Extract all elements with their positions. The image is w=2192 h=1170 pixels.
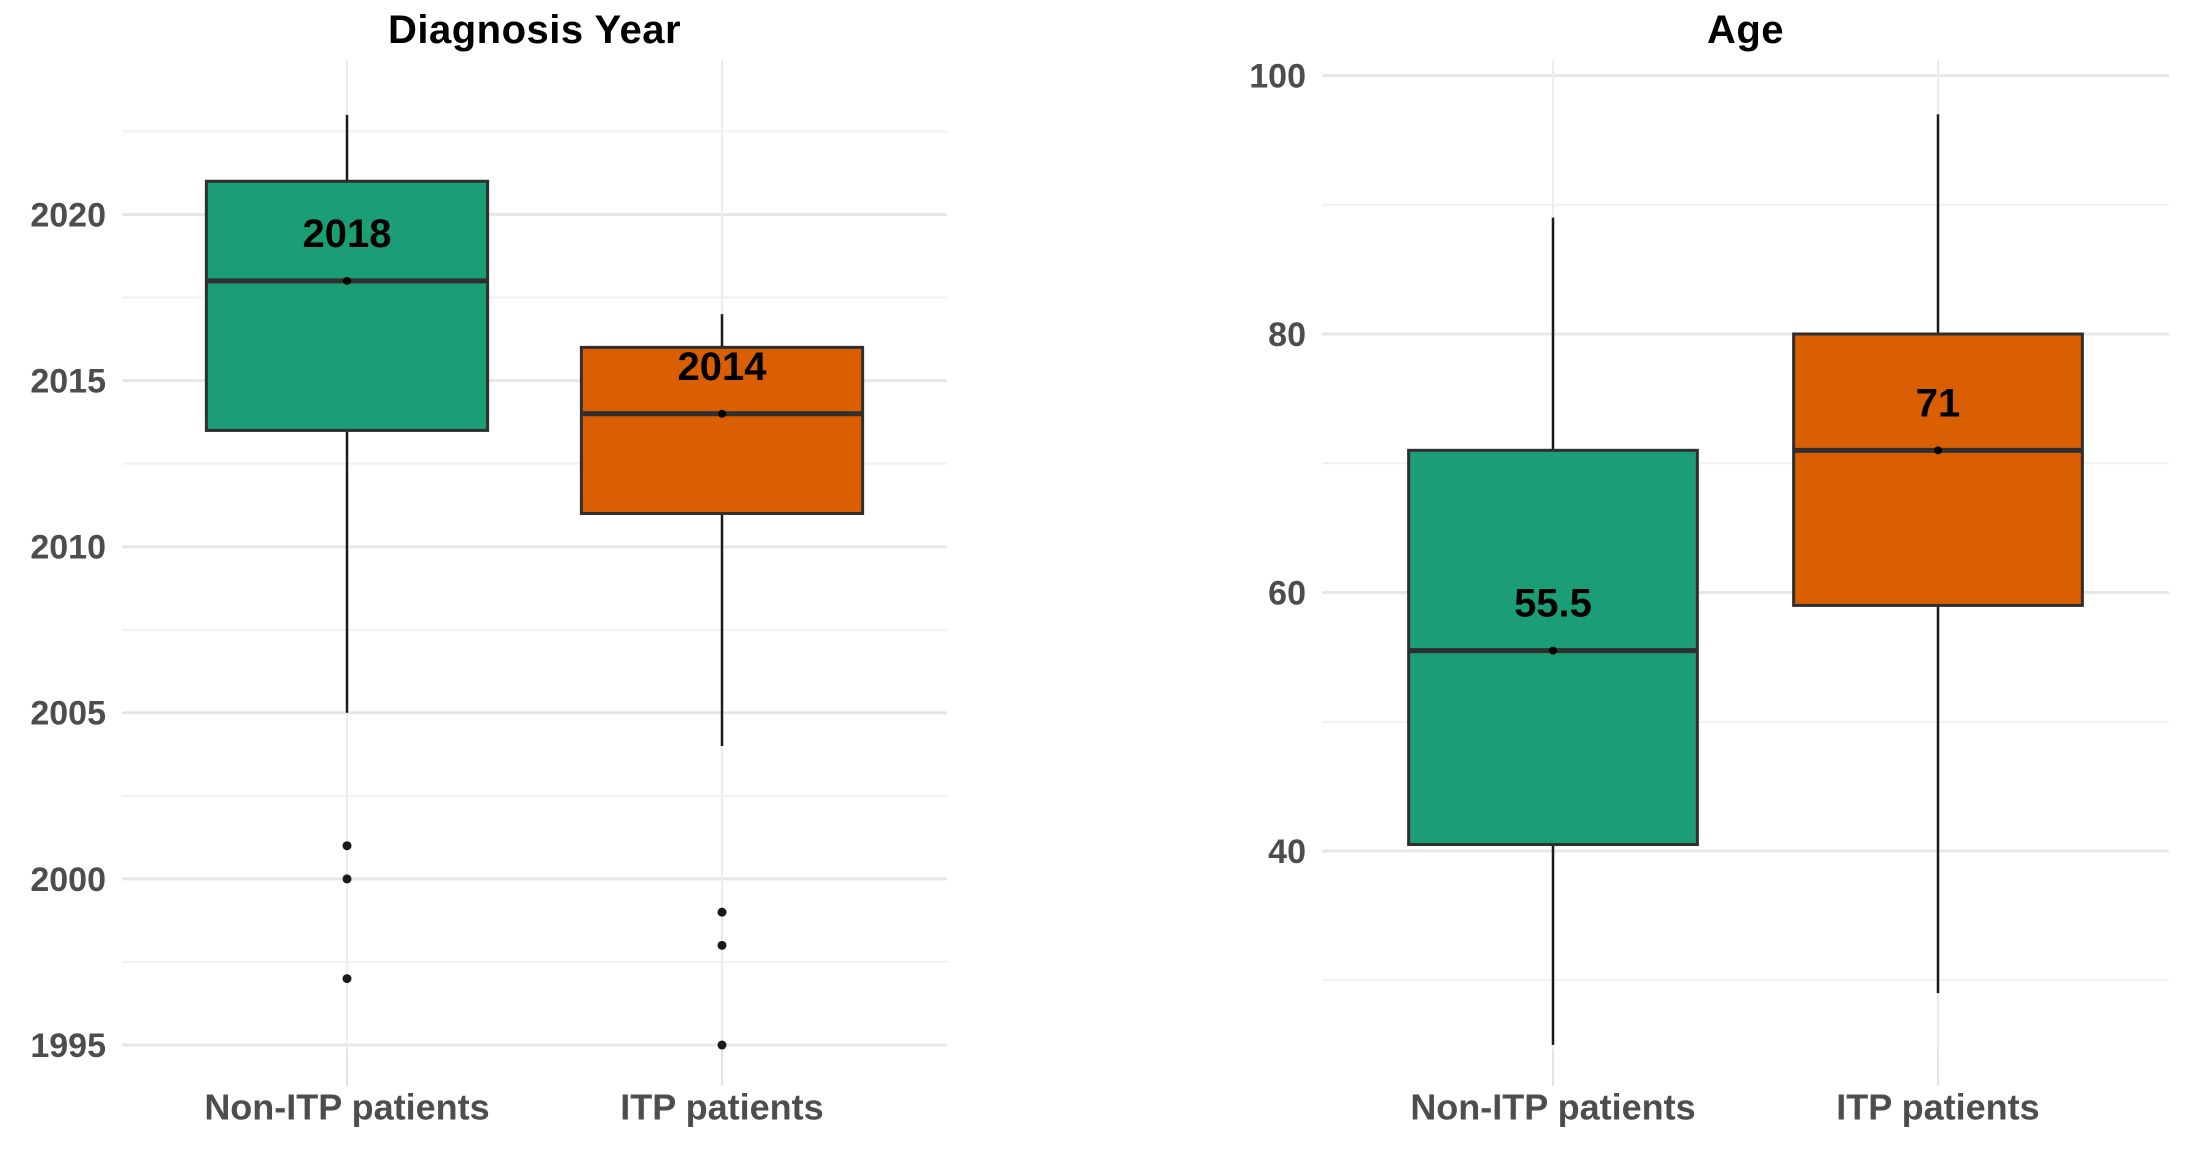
median-dot	[718, 409, 726, 418]
y-tick-label: 100	[1249, 57, 1306, 95]
outlier-dot	[717, 940, 727, 950]
outlier-dot	[342, 974, 352, 984]
median-dot	[1934, 446, 1942, 455]
y-tick-label: 60	[1268, 574, 1306, 612]
left-panel-title: Diagnosis Year	[387, 8, 682, 52]
box-itp	[579, 345, 865, 515]
y-tick-label: 2020	[30, 196, 106, 234]
outlier-dot	[342, 841, 352, 851]
median-dot	[1549, 646, 1557, 655]
y-tick-label: 1995	[30, 1027, 106, 1065]
x-tick-label: Non-ITP patients	[204, 1087, 489, 1128]
box-itp	[1792, 332, 2084, 607]
box-non-itp	[204, 179, 490, 432]
median-value-label: 2018	[303, 212, 392, 256]
y-tick-label: 80	[1268, 316, 1306, 354]
y-tick-label: 2000	[30, 861, 106, 899]
x-tick-label: ITP patients	[620, 1087, 823, 1128]
median-dot	[343, 276, 351, 285]
median-value-label: 2014	[678, 345, 768, 389]
y-tick-label: 2015	[30, 362, 106, 400]
x-tick-label: ITP patients	[1836, 1087, 2039, 1128]
median-value-label: 55.5	[1514, 582, 1592, 626]
y-tick-label: 2010	[30, 529, 106, 567]
y-tick-label: 2005	[30, 695, 106, 733]
x-tick-label: Non-ITP patients	[1410, 1087, 1695, 1128]
median-value-label: 71	[1916, 381, 1961, 425]
y-tick-label: 40	[1268, 833, 1306, 871]
right-panel-title: Age	[1706, 8, 1785, 52]
outlier-dot	[342, 874, 352, 884]
outlier-dot	[717, 1040, 727, 1050]
outlier-dot	[717, 907, 727, 917]
